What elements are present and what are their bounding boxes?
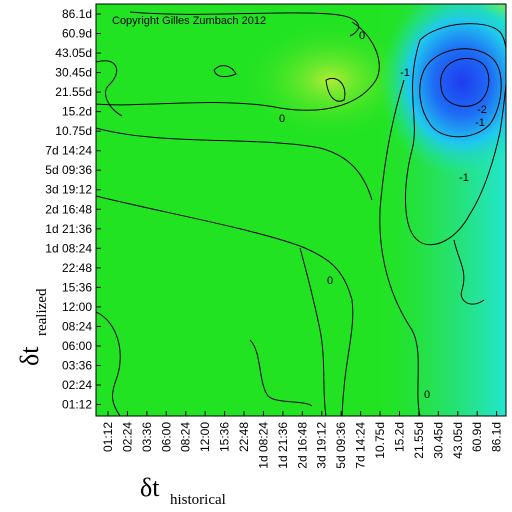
y-tick-label: 22:48 (62, 261, 92, 275)
y-tick-label: 30.45d (55, 66, 92, 80)
x-tick-label: 60.9d (470, 422, 484, 452)
y-axis-ticks: 86.1d 60.9d 43.05d 30.45d 21.55d 15.2d 10.75d 7… (45, 7, 101, 412)
x-axis-symbol: δt (140, 473, 160, 502)
y-tick-label: 08:24 (62, 319, 92, 333)
x-tick-label: 22:48 (237, 422, 251, 452)
x-tick-label: 86.1d (490, 422, 504, 452)
x-tick-label: 15.2d (392, 422, 406, 452)
x-tick-label: 03:36 (140, 422, 154, 452)
contour-label: 0 (359, 30, 365, 42)
plot-frame (95, 3, 507, 417)
y-tick-label: 15.2d (62, 105, 92, 119)
y-axis-label: δt realized (15, 288, 50, 366)
y-tick-label: 12:00 (62, 300, 92, 314)
contour-labels: 0 -1 0 -1 -2 -1 0 0 (279, 30, 487, 401)
x-tick-label: 08:24 (179, 422, 193, 452)
y-tick-label: 60.9d (62, 27, 92, 41)
x-tick-label: 5d 09:36 (334, 422, 348, 469)
x-tick-label: 43.05d (451, 422, 465, 459)
contour-label: -1 (400, 67, 410, 79)
y-tick-label: 06:00 (62, 339, 92, 353)
x-axis-ticks: 01:12 02:24 03:36 06:00 08:24 12:00 15:36 22:48… (101, 411, 504, 469)
x-axis-label: δt historical (140, 473, 226, 508)
contour-lines (96, 11, 506, 416)
contour-label: 0 (327, 275, 333, 287)
x-tick-label: 2d 16:48 (295, 422, 309, 469)
x-tick-label: 1d 08:24 (256, 422, 270, 469)
x-tick-label: 01:12 (101, 422, 115, 452)
x-tick-label: 1d 21:36 (276, 422, 290, 469)
y-tick-label: 3d 19:12 (45, 183, 92, 197)
x-tick-label: 7d 14:24 (354, 422, 368, 469)
x-tick-label: 10.75d (373, 422, 387, 459)
y-tick-label: 10.75d (55, 124, 92, 138)
y-tick-label: 5d 09:36 (45, 163, 92, 177)
contour-label: 0 (424, 389, 430, 401)
y-tick-label: 1d 08:24 (45, 241, 92, 255)
y-tick-label: 43.05d (55, 46, 92, 60)
x-tick-label: 15:36 (218, 422, 232, 452)
y-tick-label: 02:24 (62, 378, 92, 392)
y-tick-label: 21.55d (55, 85, 92, 99)
contour-label: -1 (475, 117, 485, 129)
x-tick-label: 21.55d (412, 422, 426, 459)
y-tick-label: 86.1d (62, 7, 92, 21)
y-axis-subscript: realized (34, 288, 50, 336)
x-tick-label: 30.45d (431, 422, 445, 459)
contour-label: 0 (279, 113, 285, 125)
x-tick-label: 06:00 (159, 422, 173, 452)
contour-label: -1 (459, 172, 469, 184)
copyright-text: Copyright Gilles Zumbach 2012 (112, 15, 266, 27)
contour-label: -2 (477, 104, 487, 116)
y-tick-label: 7d 14:24 (45, 144, 92, 158)
y-axis-symbol: δt (15, 346, 44, 366)
heatmap-field (96, 4, 506, 416)
y-tick-label: 2d 16:48 (45, 202, 92, 216)
x-tick-label: 3d 19:12 (315, 422, 329, 469)
x-tick-label: 02:24 (120, 422, 134, 452)
y-tick-label: 01:12 (62, 398, 92, 412)
y-tick-label: 1d 21:36 (45, 222, 92, 236)
x-tick-label: 12:00 (198, 422, 212, 452)
y-tick-label: 03:36 (62, 358, 92, 372)
y-tick-label: 15:36 (62, 280, 92, 294)
x-axis-subscript: historical (170, 492, 226, 508)
